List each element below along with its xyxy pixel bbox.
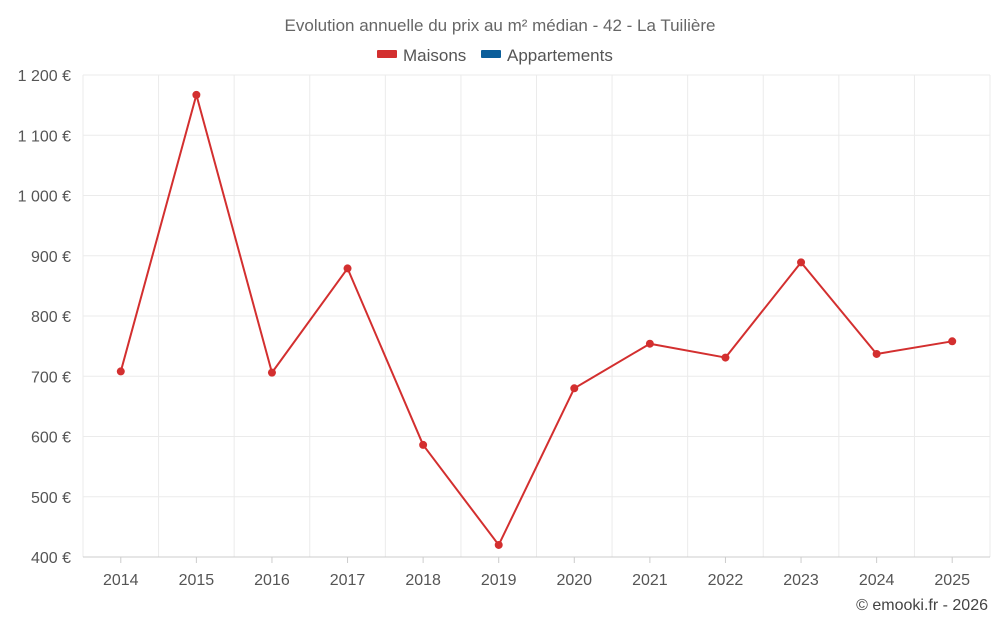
data-point[interactable] (116, 367, 125, 376)
data-point[interactable] (570, 384, 579, 393)
series-maisons (116, 90, 957, 549)
x-tick-label: 2020 (556, 572, 592, 589)
y-tick-label: 1 000 € (18, 189, 71, 206)
y-tick-label: 1 100 € (18, 128, 71, 145)
x-tick-label: 2022 (708, 572, 744, 589)
credit-label: © emooki.fr - 2026 (856, 597, 988, 614)
data-point[interactable] (645, 339, 654, 348)
legend-item-appartements[interactable]: Appartements (481, 46, 613, 65)
x-tick-label: 2021 (632, 572, 668, 589)
x-axis: 2014 2015 2016 2017 2018 2019 2020 2021 2022 2023… (83, 556, 990, 589)
y-tick-label: 400 € (31, 550, 71, 567)
legend: Maisons Appartements (377, 46, 613, 65)
x-tick-label: 2016 (254, 572, 290, 589)
y-tick-label: 800 € (31, 309, 71, 326)
x-tick-label: 2018 (405, 572, 441, 589)
y-tick-label: 700 € (31, 369, 71, 386)
y-tick-label: 500 € (31, 490, 71, 507)
x-tick-label: 2019 (481, 572, 517, 589)
x-tick-label: 2024 (859, 572, 895, 589)
y-tick-label: 1 200 € (18, 68, 71, 85)
x-tick-label: 2015 (179, 572, 215, 589)
data-point[interactable] (494, 540, 503, 549)
data-point[interactable] (872, 349, 881, 358)
x-tick-label: 2025 (934, 572, 970, 589)
legend-item-maisons[interactable]: Maisons (377, 46, 466, 65)
legend-swatch-appartements (481, 50, 501, 58)
x-tick-label: 2017 (330, 572, 366, 589)
y-tick-label: 900 € (31, 249, 71, 266)
series-line (119, 93, 953, 546)
grid (82, 74, 991, 558)
data-point[interactable] (419, 440, 428, 449)
legend-label-appartements: Appartements (507, 46, 613, 65)
y-axis: 400 € 500 € 600 € 700 € 800 € 900 € 1 000 € 1 1… (18, 68, 71, 567)
chart-title: Evolution annuelle du prix au m² médian … (285, 16, 716, 35)
x-tick-label: 2014 (103, 572, 139, 589)
data-point[interactable] (797, 258, 806, 267)
data-point[interactable] (267, 368, 276, 377)
legend-label-maisons: Maisons (403, 46, 466, 65)
data-point[interactable] (721, 353, 730, 362)
x-tick-label: 2023 (783, 572, 819, 589)
y-tick-label: 600 € (31, 430, 71, 447)
data-point[interactable] (192, 90, 201, 99)
data-point[interactable] (343, 264, 352, 273)
data-point[interactable] (948, 337, 957, 346)
legend-swatch-maisons (377, 50, 397, 58)
